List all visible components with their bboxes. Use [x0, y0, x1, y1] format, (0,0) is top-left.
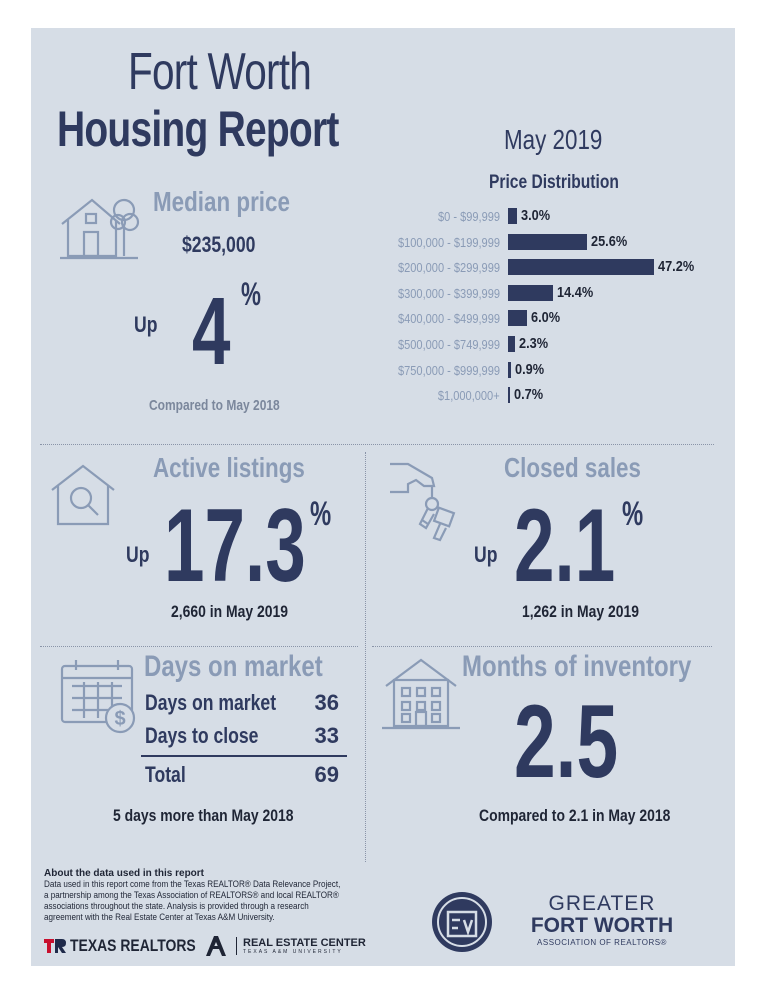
dom-row-value: 36	[314, 690, 339, 715]
dom-row-label: Days on market	[145, 690, 277, 715]
active-heading: Active listings	[153, 452, 305, 483]
gfw-line3: ASSOCIATION OF REALTORS®	[537, 938, 667, 947]
about-text: Data used in this report come from the T…	[44, 879, 341, 922]
divider-left	[40, 646, 358, 647]
page-title-line2: Housing Report	[57, 101, 339, 157]
gfw-line1: GREATER	[548, 892, 656, 915]
distribution-label: $500,000 - $749,999	[398, 337, 500, 352]
distribution-label: $1,000,000+	[438, 388, 500, 404]
dom-row-label: Days to close	[145, 723, 259, 748]
distribution-bar	[508, 387, 511, 404]
gfw-line2: FORT WORTH	[530, 914, 674, 937]
gfw-logo-text: GREATER FORT WORTH ASSOCIATION OF REALTO…	[502, 893, 702, 949]
active-change: 17.3	[164, 488, 306, 604]
dom-note: 5 days more than May 2018	[113, 806, 294, 825]
closed-change: 2.1	[514, 488, 616, 604]
distribution-label: $100,000 - $199,999	[398, 234, 500, 250]
texas-am-mark-icon	[206, 936, 226, 956]
distribution-value: 3.0%	[521, 207, 551, 224]
divider-right	[372, 646, 712, 647]
distribution-label: $200,000 - $299,999	[398, 260, 500, 276]
distribution-value: 14.4%	[556, 283, 593, 301]
distribution-value: 0.9%	[514, 360, 544, 378]
report-panel	[31, 28, 735, 966]
distribution-title: Price Distribution	[489, 172, 619, 193]
distribution-value: 47.2%	[658, 258, 695, 276]
footer-about: About the data used in this report Data …	[44, 868, 344, 923]
distribution-bar	[508, 284, 553, 301]
median-note: Compared to May 2018	[149, 397, 280, 414]
distribution-bar	[508, 259, 655, 276]
inventory-value: 2.5	[514, 684, 619, 800]
dom-row-total: Total 69	[145, 762, 339, 788]
distribution-bar	[508, 208, 518, 224]
active-note: 2,660 in May 2019	[171, 602, 289, 621]
price-distribution-chart: $0 - $99,999 3.0% $100,000 - $199,999 25.6%…	[330, 207, 740, 408]
inventory-note: Compared to 2.1 in May 2018	[479, 806, 671, 825]
closed-note: 1,262 in May 2019	[522, 602, 640, 621]
page-title-line1: Fort Worth	[128, 43, 312, 101]
texas-realtors-logo: TEXAS REALTORS	[44, 936, 223, 956]
distribution-label: $400,000 - $499,999	[398, 311, 500, 327]
calendar-dollar-icon: $	[58, 656, 140, 736]
dom-total-value: 69	[314, 762, 339, 787]
distribution-bar	[508, 361, 511, 378]
dom-row-value: 33	[314, 723, 339, 748]
closed-heading: Closed sales	[504, 452, 641, 483]
dom-total-label: Total	[145, 762, 186, 787]
active-percent: %	[310, 495, 332, 533]
hand-keys-icon	[388, 458, 468, 546]
inventory-heading: Months of inventory	[462, 650, 692, 683]
house-search-icon	[48, 462, 118, 528]
rec-line1: REAL ESTATE CENTER	[243, 937, 366, 949]
real-estate-center-logo: REAL ESTATE CENTER TEXAS A&M UNIVERSITY	[204, 934, 366, 958]
svg-text:$: $	[114, 708, 125, 730]
dom-heading: Days on market	[144, 650, 323, 683]
distribution-value: 6.0%	[530, 309, 560, 327]
distribution-label: $0 - $99,999	[437, 209, 500, 224]
dom-total-rule	[141, 755, 347, 757]
divider-vertical	[365, 452, 366, 862]
distribution-value: 0.7%	[514, 386, 544, 404]
rec-line2: TEXAS A&M UNIVERSITY	[243, 949, 343, 955]
house-tree-icon	[58, 190, 140, 262]
dom-row-days-on-market: Days on market 36	[145, 690, 339, 716]
distribution-label: $300,000 - $399,999	[398, 285, 500, 301]
distribution-label: $750,000 - $999,999	[398, 362, 500, 378]
median-price: $235,000	[182, 232, 256, 257]
texas-realtors-text: TEXAS REALTORS	[70, 936, 196, 955]
gfw-emblem-icon	[430, 890, 494, 954]
distribution-bar	[508, 233, 588, 250]
median-percent: %	[241, 276, 261, 312]
report-period: May 2019	[504, 124, 603, 155]
closed-direction: Up	[474, 542, 498, 567]
distribution-value: 2.3%	[519, 335, 549, 352]
median-direction: Up	[134, 312, 158, 337]
distribution-bar	[508, 336, 516, 352]
about-title: About the data used in this report	[44, 868, 205, 879]
distribution-bar	[508, 310, 527, 327]
closed-percent: %	[622, 495, 644, 533]
apartment-building-icon	[380, 656, 462, 732]
median-change: 4	[192, 278, 231, 385]
active-direction: Up	[126, 542, 150, 567]
texas-realtors-mark-icon	[44, 939, 66, 953]
divider-horizontal	[40, 444, 714, 445]
median-heading: Median price	[153, 186, 290, 217]
dom-row-days-to-close: Days to close 33	[145, 723, 339, 749]
distribution-value: 25.6%	[591, 232, 628, 250]
